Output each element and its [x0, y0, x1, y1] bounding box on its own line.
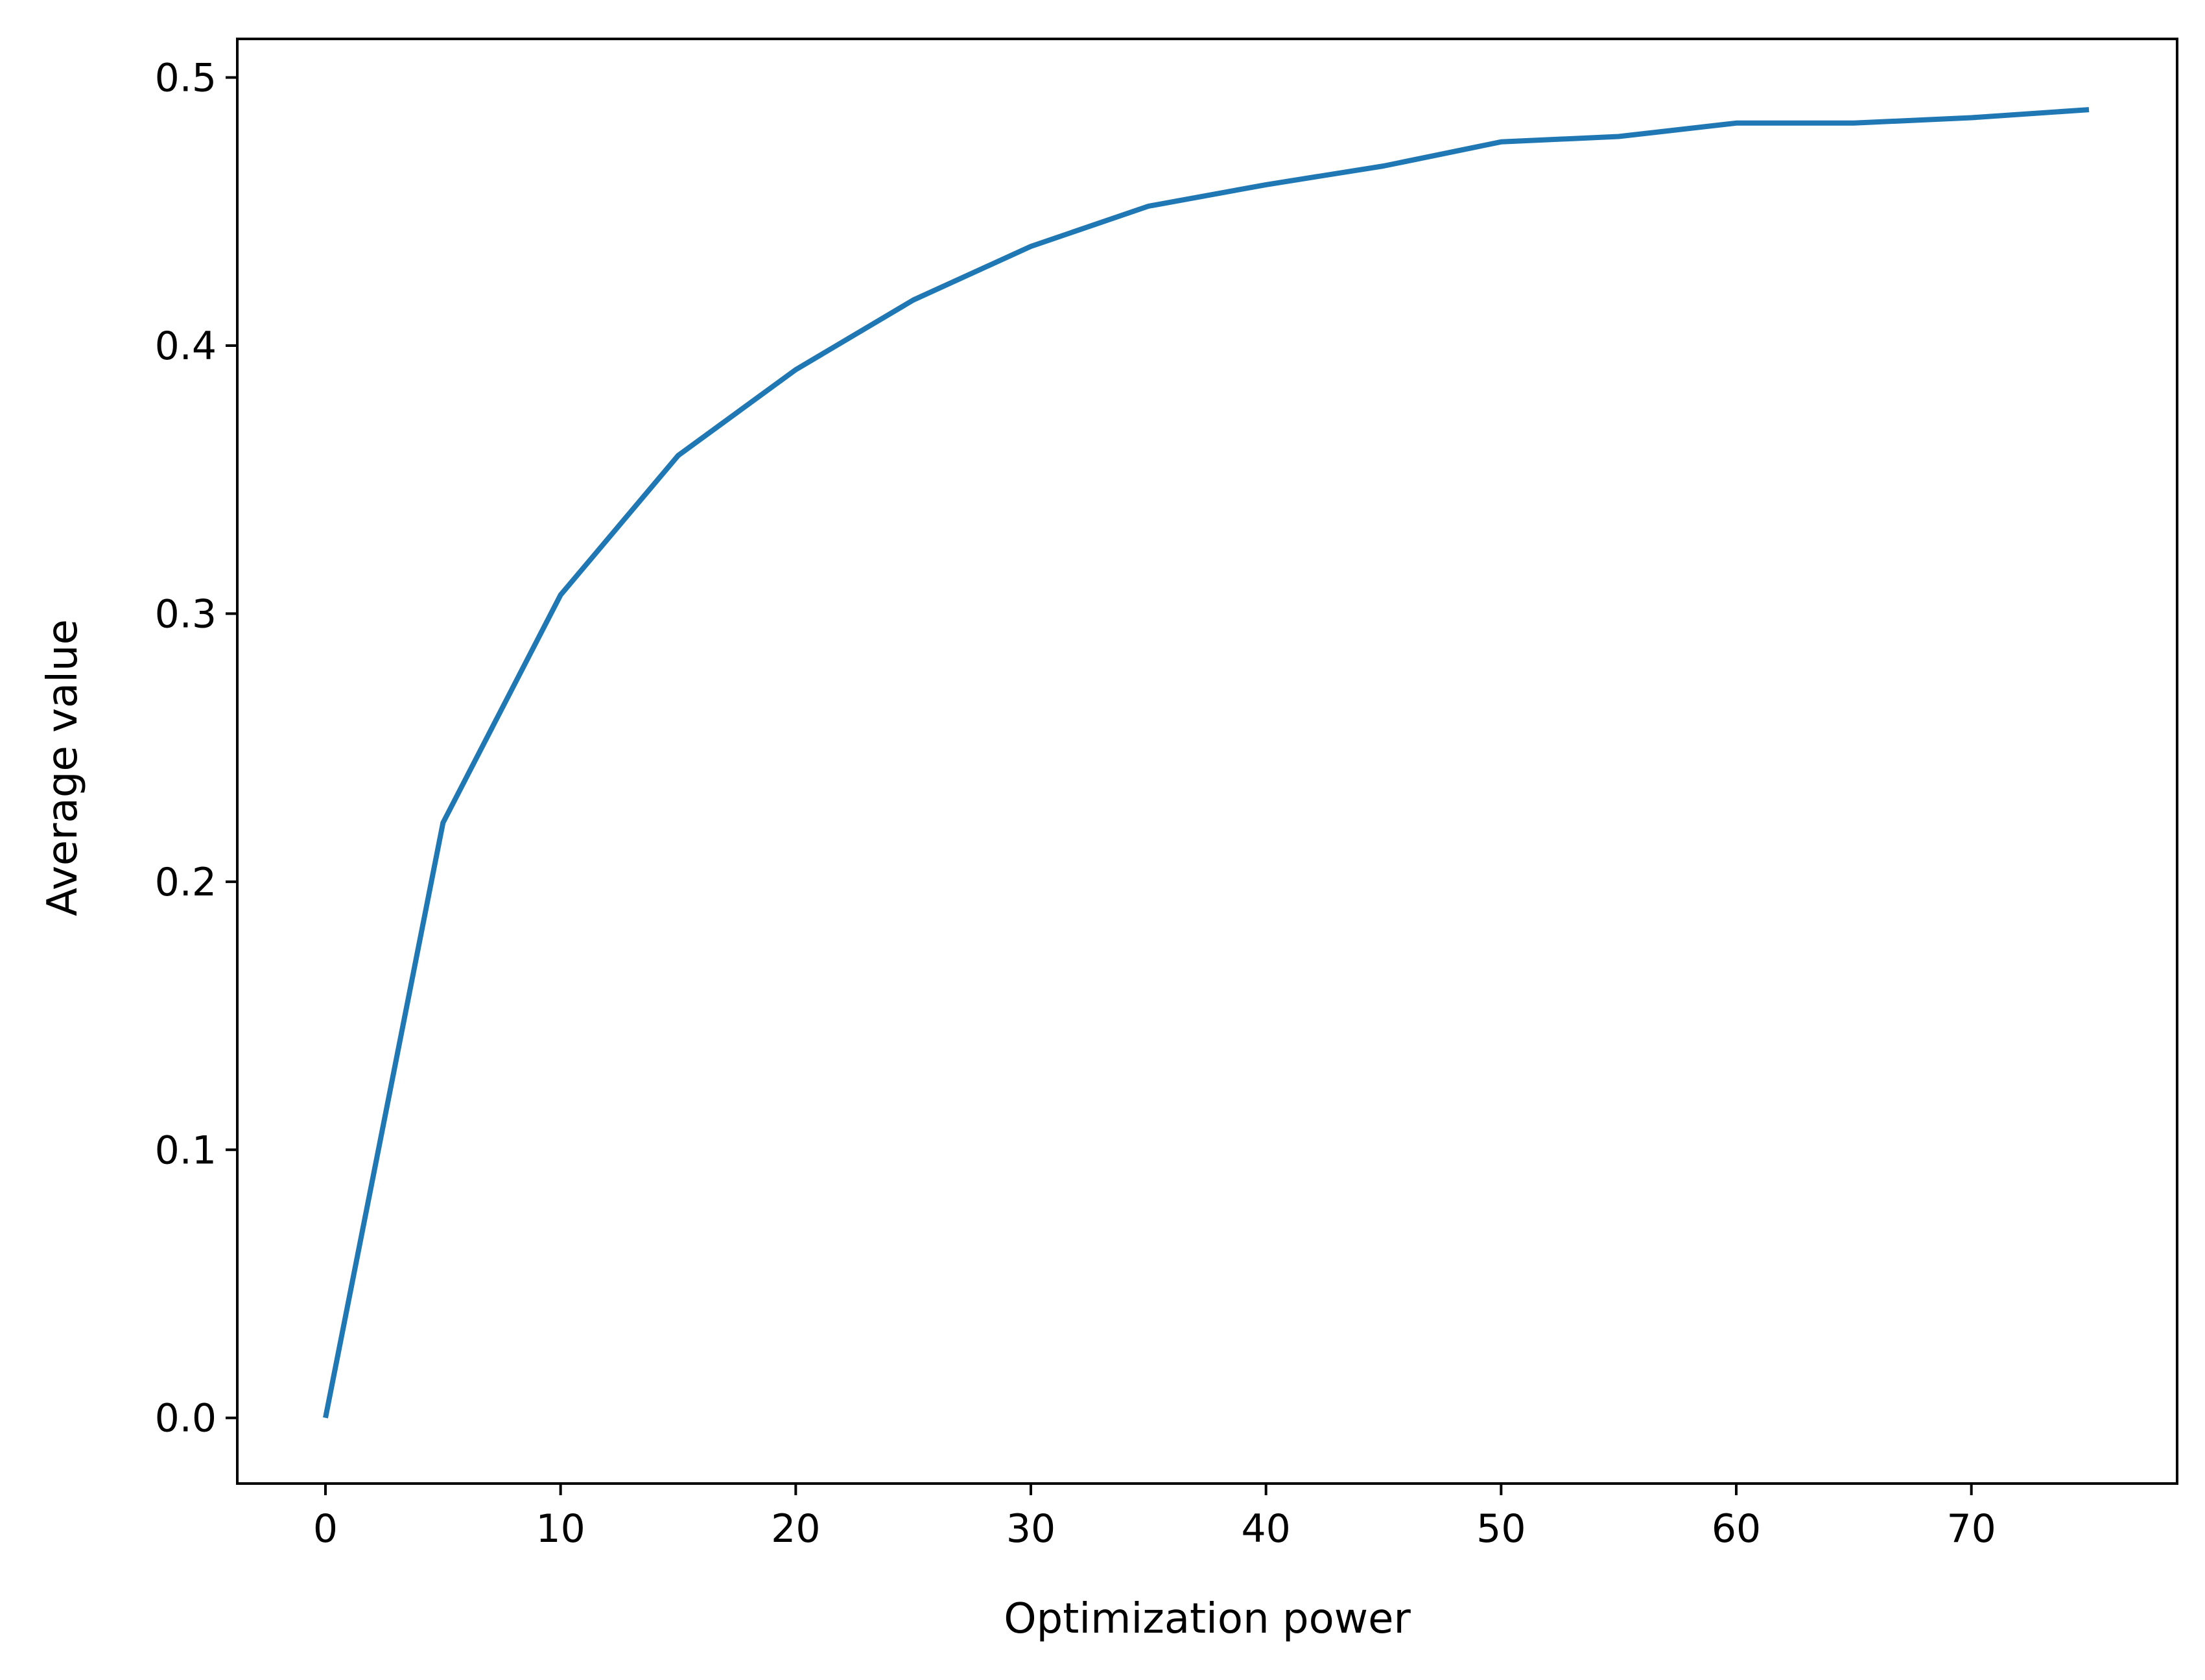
- y-tick-label: 0.3: [155, 591, 217, 637]
- x-tick-label: 10: [536, 1506, 585, 1552]
- y-tick-label: 0.5: [155, 56, 217, 101]
- plot-area: [323, 107, 2090, 1419]
- x-tick-label: 60: [1712, 1506, 1761, 1552]
- y-tick-label: 0.2: [155, 860, 217, 905]
- x-tick-label: 50: [1476, 1506, 1526, 1552]
- x-tick-label: 30: [1006, 1506, 1055, 1552]
- axes-frame: [236, 38, 2178, 1485]
- x-axis-label: Optimization power: [1004, 1595, 1411, 1643]
- y-tick-label: 0.4: [155, 324, 217, 369]
- y-tick-label: 0.1: [155, 1128, 217, 1173]
- x-axis: 0 10 20 30 40 50 60 70: [313, 1484, 1996, 1552]
- x-tick-label: 70: [1946, 1506, 1996, 1552]
- y-tick-label: 0.0: [155, 1396, 217, 1441]
- y-axis-label: Average value: [39, 619, 87, 916]
- series-line-0: [323, 107, 2090, 1419]
- x-tick-label: 40: [1241, 1506, 1290, 1552]
- x-tick-label: 20: [771, 1506, 820, 1552]
- x-tick-label: 0: [313, 1506, 338, 1552]
- y-axis: 0.0 0.1 0.2 0.3 0.4 0.5: [155, 56, 237, 1441]
